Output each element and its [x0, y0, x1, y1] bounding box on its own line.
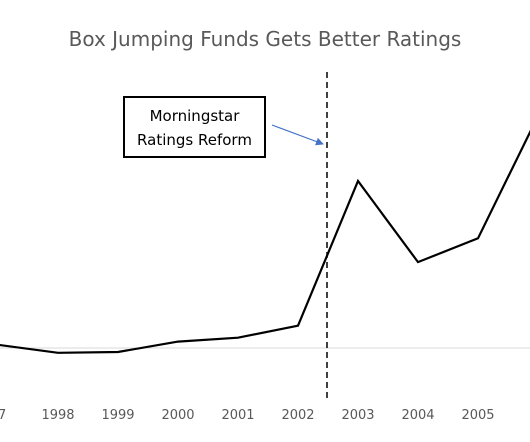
x-tick-label: 2001 — [221, 408, 254, 423]
annotation-line-2: Ratings Reform — [137, 131, 252, 149]
x-tick-label: 2000 — [161, 408, 194, 423]
chart-title: Box Jumping Funds Gets Better Ratings — [69, 27, 462, 51]
x-axis-ticks: 97199819992000200120022003200420052 — [0, 408, 495, 423]
annotation-box: Morningstar Ratings Reform — [123, 96, 266, 158]
x-tick-label: 1998 — [41, 408, 74, 423]
x-tick-label: 2004 — [401, 408, 434, 423]
annotation-arrow — [271, 124, 324, 146]
x-tick-label: 97 — [0, 408, 6, 423]
x-tick-label: 2003 — [341, 408, 374, 423]
x-tick-label: 2005 — [461, 408, 494, 423]
x-tick-label: 2002 — [281, 408, 314, 423]
annotation-frame — [123, 96, 266, 158]
x-tick-label: 1999 — [101, 408, 134, 423]
series-line — [0, 129, 530, 354]
annotation-line-1: Morningstar — [150, 107, 241, 125]
